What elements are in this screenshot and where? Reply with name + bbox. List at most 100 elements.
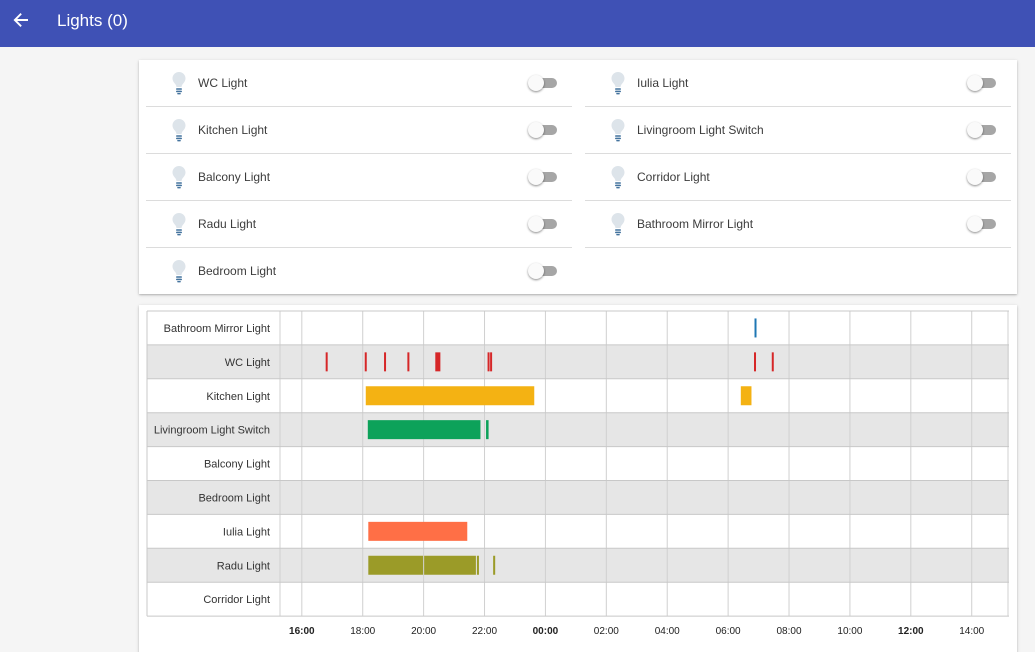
- toggle-thumb: [528, 263, 544, 279]
- entity-toggle[interactable]: [967, 216, 997, 232]
- axis-tick-label: 18:00: [350, 626, 375, 637]
- entity-row-bathroom-mirror-light[interactable]: Bathroom Mirror Light: [585, 201, 1011, 248]
- timeline-row-bg: [147, 412, 1009, 447]
- state-bar-kitchen-light[interactable]: [365, 386, 535, 406]
- lightbulb-icon: [611, 166, 625, 189]
- entity-row-bedroom-light[interactable]: Bedroom Light: [146, 248, 572, 295]
- state-bar-livingroom-light-switch[interactable]: [367, 420, 481, 440]
- entity-toggle[interactable]: [967, 122, 997, 138]
- axis-tick-label: 08:00: [777, 626, 802, 637]
- axis-tick-label: 16:00: [289, 626, 315, 637]
- entity-row-wc-light[interactable]: WC Light: [146, 60, 572, 107]
- state-bar-wc-light[interactable]: [407, 352, 410, 372]
- entity-row-kitchen-light[interactable]: Kitchen Light: [146, 107, 572, 154]
- timeline-row-bg: [147, 480, 1009, 515]
- timeline-row-label: Livingroom Light Switch: [154, 425, 270, 437]
- state-bar-wc-light[interactable]: [325, 352, 328, 372]
- state-bar-radu-light[interactable]: [476, 555, 479, 575]
- toggle-track: [533, 266, 557, 276]
- state-bar-wc-light[interactable]: [384, 352, 387, 372]
- state-bar-bathroom-mirror-light[interactable]: [754, 318, 757, 338]
- entity-name[interactable]: Corridor Light: [637, 170, 710, 184]
- timeline-row-bg: [147, 582, 1009, 617]
- toggle-thumb: [528, 122, 544, 138]
- lightbulb-icon: [172, 260, 186, 283]
- state-bar-iulia-light[interactable]: [368, 521, 468, 541]
- lightbulb-icon: [172, 166, 186, 189]
- entity-row-livingroom-light-switch[interactable]: Livingroom Light Switch: [585, 107, 1011, 154]
- entity-icon: [171, 118, 187, 142]
- timeline-row-label: Kitchen Light: [206, 391, 270, 403]
- entity-name[interactable]: Bathroom Mirror Light: [637, 217, 754, 231]
- entity-name[interactable]: Balcony Light: [198, 170, 271, 184]
- state-bar-radu-light[interactable]: [368, 555, 424, 575]
- timeline-row-label: Iulia Light: [223, 526, 270, 538]
- entity-name[interactable]: Bedroom Light: [198, 264, 277, 278]
- toggle-thumb: [528, 216, 544, 232]
- lightbulb-icon: [172, 72, 186, 95]
- toggle-thumb: [967, 122, 983, 138]
- state-bar-radu-light[interactable]: [424, 555, 476, 575]
- state-bar-livingroom-light-switch[interactable]: [486, 420, 489, 440]
- entity-toggle[interactable]: [528, 122, 558, 138]
- entity-toggle[interactable]: [967, 169, 997, 185]
- axis-tick-label: 00:00: [533, 626, 559, 637]
- app-toolbar: Lights (0): [0, 0, 1035, 47]
- toggle-track: [972, 172, 996, 182]
- state-bar-wc-light[interactable]: [435, 352, 441, 372]
- axis-tick-label: 04:00: [655, 626, 680, 637]
- lightbulb-icon: [611, 72, 625, 95]
- timeline-row-label: Balcony Light: [204, 459, 270, 471]
- toggle-thumb: [528, 75, 544, 91]
- entity-row-corridor-light[interactable]: Corridor Light: [585, 154, 1011, 201]
- timeline-row-bg: [147, 446, 1009, 481]
- timeline-row-label: WC Light: [225, 357, 270, 369]
- timeline-row-bg: [147, 548, 1009, 583]
- toggle-track: [972, 78, 996, 88]
- axis-tick-label: 14:00: [959, 626, 984, 637]
- entity-icon: [610, 212, 626, 236]
- toggle-track: [533, 219, 557, 229]
- history-timeline: Bathroom Mirror Light WC Light Kitchen Lig…: [146, 310, 1009, 637]
- entity-name[interactable]: Radu Light: [198, 217, 257, 231]
- timeline-row-bg: [147, 311, 1009, 345]
- entity-toggle[interactable]: [528, 75, 558, 91]
- lightbulb-icon: [172, 213, 186, 236]
- entity-name[interactable]: Kitchen Light: [198, 123, 268, 137]
- axis-tick-label: 12:00: [898, 626, 924, 637]
- entity-row-iulia-light[interactable]: Iulia Light: [585, 60, 1011, 107]
- timeline-row-bg: [147, 514, 1009, 549]
- timeline-row-label: Radu Light: [217, 560, 270, 572]
- timeline-row-label: Bathroom Mirror Light: [164, 323, 270, 335]
- state-bar-kitchen-light[interactable]: [740, 386, 752, 406]
- timeline-row-bg: [147, 344, 1009, 379]
- toggle-thumb: [528, 169, 544, 185]
- timeline-row-bg: [147, 378, 1009, 413]
- state-bar-wc-light[interactable]: [490, 352, 493, 372]
- toggle-track: [533, 172, 557, 182]
- arrow-left-icon: [13, 13, 28, 27]
- back-button[interactable]: [10, 9, 32, 31]
- entity-toggle[interactable]: [528, 263, 558, 279]
- axis-tick-label: 06:00: [716, 626, 741, 637]
- state-bar-wc-light[interactable]: [364, 352, 367, 372]
- entities-card: WC Light Kitchen Light Balcony Light Radu L…: [139, 60, 1017, 294]
- state-bar-radu-light[interactable]: [493, 555, 496, 575]
- entity-row-radu-light[interactable]: Radu Light: [146, 201, 572, 248]
- toggle-track: [533, 78, 557, 88]
- state-bar-wc-light[interactable]: [771, 352, 774, 372]
- state-bar-wc-light[interactable]: [754, 352, 757, 372]
- axis-tick-label: 02:00: [594, 626, 619, 637]
- entity-row-balcony-light[interactable]: Balcony Light: [146, 154, 572, 201]
- entity-toggle[interactable]: [528, 169, 558, 185]
- entity-toggle[interactable]: [528, 216, 558, 232]
- history-card: Bathroom Mirror Light WC Light Kitchen Lig…: [139, 305, 1017, 652]
- axis-tick-label: 10:00: [837, 626, 862, 637]
- entity-name[interactable]: Iulia Light: [637, 76, 689, 90]
- entity-toggle[interactable]: [967, 75, 997, 91]
- lightbulb-icon: [172, 119, 186, 142]
- entity-name[interactable]: WC Light: [198, 76, 248, 90]
- entity-name[interactable]: Livingroom Light Switch: [637, 123, 764, 137]
- state-bar-wc-light[interactable]: [487, 352, 490, 372]
- lightbulb-icon: [611, 119, 625, 142]
